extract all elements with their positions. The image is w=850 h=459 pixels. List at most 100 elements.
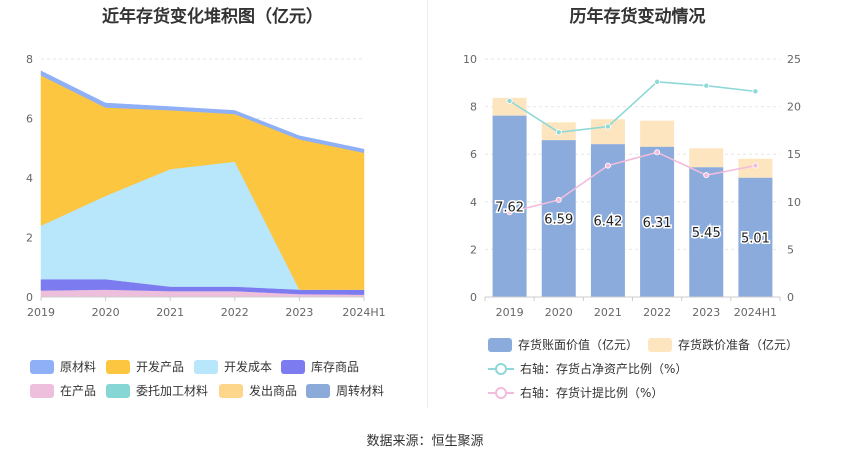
legend-item-inventory-to-net-assets[interactable]: 右轴：存货占净资产比例（%）	[488, 360, 687, 377]
y2-tick-label: 5	[787, 243, 794, 256]
line-point	[506, 209, 513, 216]
legend-label: 存货账面价值（亿元）	[518, 338, 639, 352]
legend-label: 开发成本	[224, 360, 273, 374]
legend-item-raw-materials[interactable]: 原材料	[30, 358, 96, 375]
y2-tick-label: 25	[787, 53, 801, 66]
legend-line-marker	[488, 362, 514, 376]
bar-value-label: 5.01	[741, 231, 770, 246]
legend-label: 原材料	[60, 360, 97, 374]
right-chart-title: 历年存货变动情况	[569, 7, 706, 27]
legend-item-book-value[interactable]: 存货账面价值（亿元）	[488, 336, 638, 353]
legend-item-inventory-goods[interactable]: 库存商品	[281, 358, 359, 375]
bar-value-label: 7.62	[495, 200, 524, 215]
legend-label: 存货跌价准备（亿元）	[678, 338, 799, 352]
x-tick-label: 2022	[221, 306, 249, 319]
x-tick-label: 2020	[545, 306, 573, 319]
bar-impairment	[590, 119, 625, 145]
bar-impairment	[640, 120, 675, 147]
bar-book-value	[541, 140, 576, 297]
y-tick-label: 0	[26, 291, 33, 304]
x-tick-label: 2023	[692, 306, 720, 319]
legend-item-work-in-progress[interactable]: 在产品	[30, 382, 96, 399]
line-point	[555, 129, 562, 136]
bar-value-label: 6.42	[593, 215, 622, 230]
y-tick-label: 8	[26, 53, 33, 66]
legend-label: 周转材料	[336, 384, 385, 398]
y2-tick-label: 10	[787, 196, 801, 209]
bar-value-label: 6.31	[643, 216, 672, 231]
y2-tick-label: 0	[787, 291, 794, 304]
bar-impairment	[689, 148, 724, 168]
x-tick-label: 2023	[285, 306, 313, 319]
bar-book-value	[738, 177, 773, 297]
line-point	[752, 162, 759, 169]
panel-divider	[427, 0, 428, 408]
y-tick-label: 0	[470, 291, 477, 304]
x-tick-label: 2021	[594, 306, 622, 319]
y-tick-label: 8	[470, 101, 477, 114]
legend-item-goods-shipped[interactable]: 发出商品	[219, 382, 297, 399]
bar-book-value	[640, 146, 675, 297]
y-tick-label: 4	[470, 196, 477, 209]
stacked-area-chart: 0 2 4 6 8 2019 2020 2021 2022 2023 2024H1	[26, 53, 386, 319]
legend-label: 右轴：存货计提比例（%）	[520, 386, 664, 400]
y-tick-label: 2	[470, 243, 477, 256]
legend-swatch	[648, 337, 672, 352]
bar-value-label: 6.59	[544, 213, 573, 228]
legend-item-developed-products[interactable]: 开发产品	[106, 358, 184, 375]
legend-swatch	[306, 383, 330, 398]
legend-swatch	[194, 359, 218, 374]
legend-item-turnover-materials[interactable]: 周转材料	[306, 382, 384, 399]
line-point	[752, 88, 759, 95]
y-tick-label: 4	[26, 172, 33, 185]
inventory-bar-line-chart: 0 2 4 6 8 10 0 5 10 15 20 25 2019 2020 2021 2022 2023 202…	[463, 53, 801, 319]
line-point	[654, 78, 661, 85]
x-tick-label: 2019	[496, 306, 524, 319]
legend-label: 在产品	[60, 384, 97, 398]
legend-swatch	[281, 359, 305, 374]
legend-item-consigned-materials[interactable]: 委托加工材料	[106, 382, 208, 399]
legend-line-marker	[488, 386, 514, 400]
legend-swatch	[488, 337, 512, 352]
line-右轴：存货计提比例（%）	[509, 151, 756, 214]
y-tick-label: 10	[463, 53, 477, 66]
legend-swatch	[219, 383, 243, 398]
line-point	[604, 162, 611, 169]
area-原材料	[40, 70, 365, 154]
legend-swatch	[30, 383, 54, 398]
y-tick-label: 6	[26, 113, 33, 126]
bar-value-label: 5.45	[692, 226, 721, 241]
bar-book-value	[590, 144, 625, 297]
legend-swatch	[106, 359, 130, 374]
legend-label: 委托加工材料	[136, 384, 209, 398]
x-tick-label: 2024H1	[734, 306, 777, 319]
line-point	[506, 97, 513, 104]
legend-item-provision-ratio[interactable]: 右轴：存货计提比例（%）	[488, 384, 663, 401]
line-point	[703, 82, 710, 89]
legend-label: 右轴：存货占净资产比例（%）	[520, 362, 688, 376]
left-chart-title: 近年存货变化堆积图（亿元）	[102, 7, 323, 27]
bar-book-value	[689, 167, 724, 297]
y2-tick-label: 20	[787, 101, 801, 114]
legend-item-development-cost[interactable]: 开发成本	[194, 358, 272, 375]
line-point	[654, 149, 661, 156]
data-source-note: 数据来源：恒生聚源	[366, 434, 484, 449]
line-point	[555, 196, 562, 203]
legend-label: 发出商品	[249, 384, 298, 398]
bar-book-value	[492, 115, 527, 297]
line-point	[703, 172, 710, 179]
legend-item-impairment[interactable]: 存货跌价准备（亿元）	[648, 336, 798, 353]
x-tick-label: 2022	[643, 306, 671, 319]
line-右轴：存货占净资产比例（%）	[509, 81, 756, 134]
legend-swatch	[106, 383, 130, 398]
bar-impairment	[492, 97, 527, 116]
x-tick-label: 2024H1	[342, 306, 385, 319]
y-tick-label: 6	[470, 148, 477, 161]
y-tick-label: 2	[26, 232, 33, 245]
line-point	[604, 123, 611, 130]
legend-swatch	[30, 359, 54, 374]
x-tick-label: 2021	[156, 306, 184, 319]
x-tick-label: 2019	[27, 306, 55, 319]
legend-label: 开发产品	[136, 360, 185, 374]
legend-label: 库存商品	[311, 360, 360, 374]
